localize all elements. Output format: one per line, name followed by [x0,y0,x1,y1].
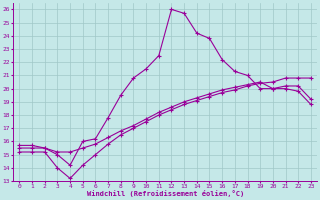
X-axis label: Windchill (Refroidissement éolien,°C): Windchill (Refroidissement éolien,°C) [86,190,244,197]
